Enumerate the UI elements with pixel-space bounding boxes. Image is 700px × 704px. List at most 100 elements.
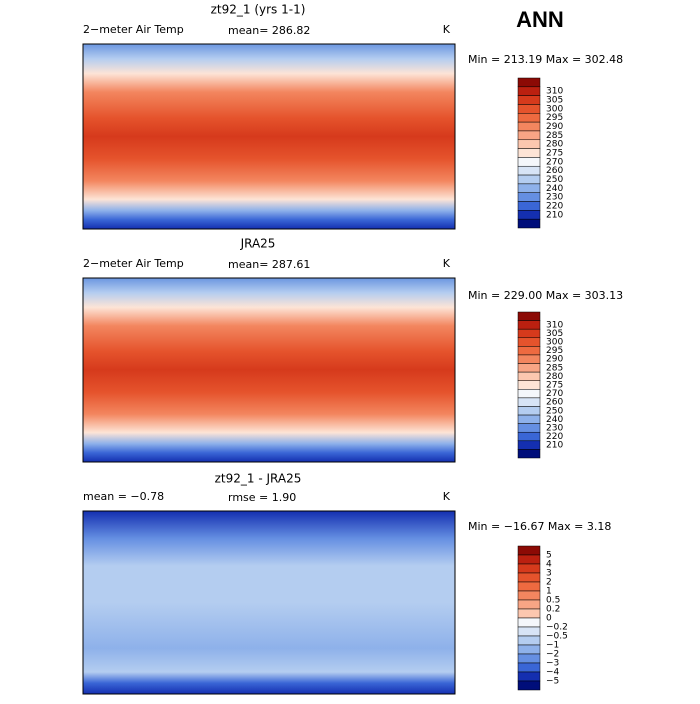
colorbar-label: 310 bbox=[546, 320, 563, 330]
colorbar-box bbox=[517, 139, 541, 149]
colorbar-label: 250 bbox=[546, 406, 563, 416]
colorbar-box bbox=[517, 389, 541, 399]
colorbar-label: 240 bbox=[546, 415, 563, 425]
colorbar-box bbox=[517, 590, 541, 601]
colorbar-label: 0.2 bbox=[546, 605, 560, 615]
colorbar-label: 300 bbox=[546, 104, 563, 114]
colorbar-label: 270 bbox=[546, 389, 563, 399]
colorbar-box bbox=[517, 406, 541, 416]
colorbar-label: 310 bbox=[546, 87, 563, 97]
colorbar-box bbox=[517, 363, 541, 373]
stats: Min = 213.19 Max = 302.48 bbox=[468, 53, 623, 66]
colorbar-box bbox=[517, 165, 541, 176]
colorbar-label: 0.5 bbox=[546, 596, 560, 606]
colorbar-box bbox=[517, 320, 541, 330]
colorbar-label: −0.2 bbox=[546, 623, 568, 633]
colorbar-box bbox=[517, 104, 541, 114]
colorbar-box bbox=[517, 572, 541, 583]
colorbar-label: 280 bbox=[546, 372, 563, 382]
map bbox=[82, 510, 456, 695]
colorbar-box bbox=[517, 86, 541, 96]
colorbar-box bbox=[517, 599, 541, 610]
colorbar-label: 285 bbox=[546, 363, 563, 373]
colorbar-box bbox=[517, 113, 541, 123]
colorbar-box bbox=[517, 644, 541, 655]
colorbar-label: −0.5 bbox=[546, 632, 568, 642]
panels: zt92_1 (yrs 1-1) 2−meter Air Temp mean= 28… bbox=[83, 3, 623, 691]
colorbar-label: 2 bbox=[546, 578, 552, 588]
colorbar-label: −1 bbox=[546, 641, 559, 651]
colorbar-box bbox=[517, 653, 541, 664]
colorbar-box bbox=[517, 581, 541, 592]
colorbar-box bbox=[517, 545, 541, 556]
left-label: mean = −0.78 bbox=[83, 490, 164, 503]
colorbar-box bbox=[517, 148, 541, 158]
colorbar-label: 230 bbox=[546, 423, 563, 433]
colorbar-box bbox=[517, 414, 541, 424]
colorbar-label: 240 bbox=[546, 184, 563, 194]
colorbar-label: −2 bbox=[546, 650, 559, 660]
colorbar-label: 300 bbox=[546, 338, 563, 348]
colorbar-box bbox=[517, 440, 541, 450]
colorbar-label: 5 bbox=[546, 551, 552, 561]
colorbar-box bbox=[517, 201, 541, 211]
colorbar-box bbox=[517, 311, 541, 321]
stats: Min = 229.00 Max = 303.13 bbox=[468, 289, 623, 302]
colorbar-box bbox=[517, 635, 541, 646]
colorbar-label: 305 bbox=[546, 96, 563, 106]
colorbar-box bbox=[517, 671, 541, 682]
stats: Min = −16.67 Max = 3.18 bbox=[468, 520, 611, 533]
colorbar-label: 210 bbox=[546, 210, 563, 220]
colorbar-box bbox=[517, 95, 541, 105]
colorbar-label: 290 bbox=[546, 122, 563, 132]
colorbar-box bbox=[517, 554, 541, 565]
colorbar-box bbox=[517, 423, 541, 433]
colorbar-label: 250 bbox=[546, 175, 563, 185]
map bbox=[82, 277, 456, 463]
colorbar-label: 285 bbox=[546, 131, 563, 141]
colorbar-label: 210 bbox=[546, 441, 563, 451]
colorbar-label: 295 bbox=[546, 113, 563, 123]
colorbar-box bbox=[517, 121, 541, 132]
colorbar-box bbox=[517, 617, 541, 628]
colorbar-box bbox=[517, 337, 541, 347]
colorbar-label: 3 bbox=[546, 569, 552, 579]
colorbar-box bbox=[517, 130, 541, 141]
left-label: 2−meter Air Temp bbox=[83, 257, 184, 270]
colorbar-label: 275 bbox=[546, 149, 563, 159]
colorbar-box bbox=[517, 183, 541, 193]
colorbar-label: 1 bbox=[546, 587, 552, 597]
page-title: ANN bbox=[516, 7, 564, 32]
colorbar-label: 295 bbox=[546, 346, 563, 356]
colorbar-label: 4 bbox=[546, 560, 552, 570]
center-label: mean= 287.61 bbox=[228, 258, 310, 271]
colorbar-label: 305 bbox=[546, 329, 563, 339]
colorbar-box bbox=[517, 77, 541, 88]
colorbar-box bbox=[517, 218, 541, 229]
colorbar-box bbox=[517, 210, 541, 220]
colorbar-box bbox=[517, 346, 541, 356]
units-label: K bbox=[443, 257, 451, 270]
center-label: rmse = 1.90 bbox=[228, 491, 296, 504]
colorbar-box bbox=[517, 662, 541, 673]
colorbar-box bbox=[517, 608, 541, 619]
colorbar-box bbox=[517, 397, 541, 407]
colorbar-box bbox=[517, 626, 541, 637]
colorbar-label: 260 bbox=[546, 166, 563, 176]
colorbar-box bbox=[517, 563, 541, 574]
colorbar-label: 220 bbox=[546, 432, 563, 442]
colorbar-label: 290 bbox=[546, 355, 563, 365]
panel-title: zt92_1 (yrs 1-1) bbox=[211, 3, 306, 17]
colorbar-label: 0 bbox=[546, 614, 552, 624]
colorbar-box bbox=[517, 449, 541, 459]
colorbar-box bbox=[517, 157, 541, 167]
colorbar-label: −5 bbox=[546, 677, 559, 687]
map bbox=[82, 43, 456, 230]
colorbar-label: −3 bbox=[546, 659, 559, 669]
colorbar-label: 230 bbox=[546, 193, 563, 203]
units-label: K bbox=[443, 490, 451, 503]
center-label: mean= 286.82 bbox=[228, 24, 310, 37]
colorbar-label: 270 bbox=[546, 157, 563, 167]
colorbar-label: 220 bbox=[546, 201, 563, 211]
